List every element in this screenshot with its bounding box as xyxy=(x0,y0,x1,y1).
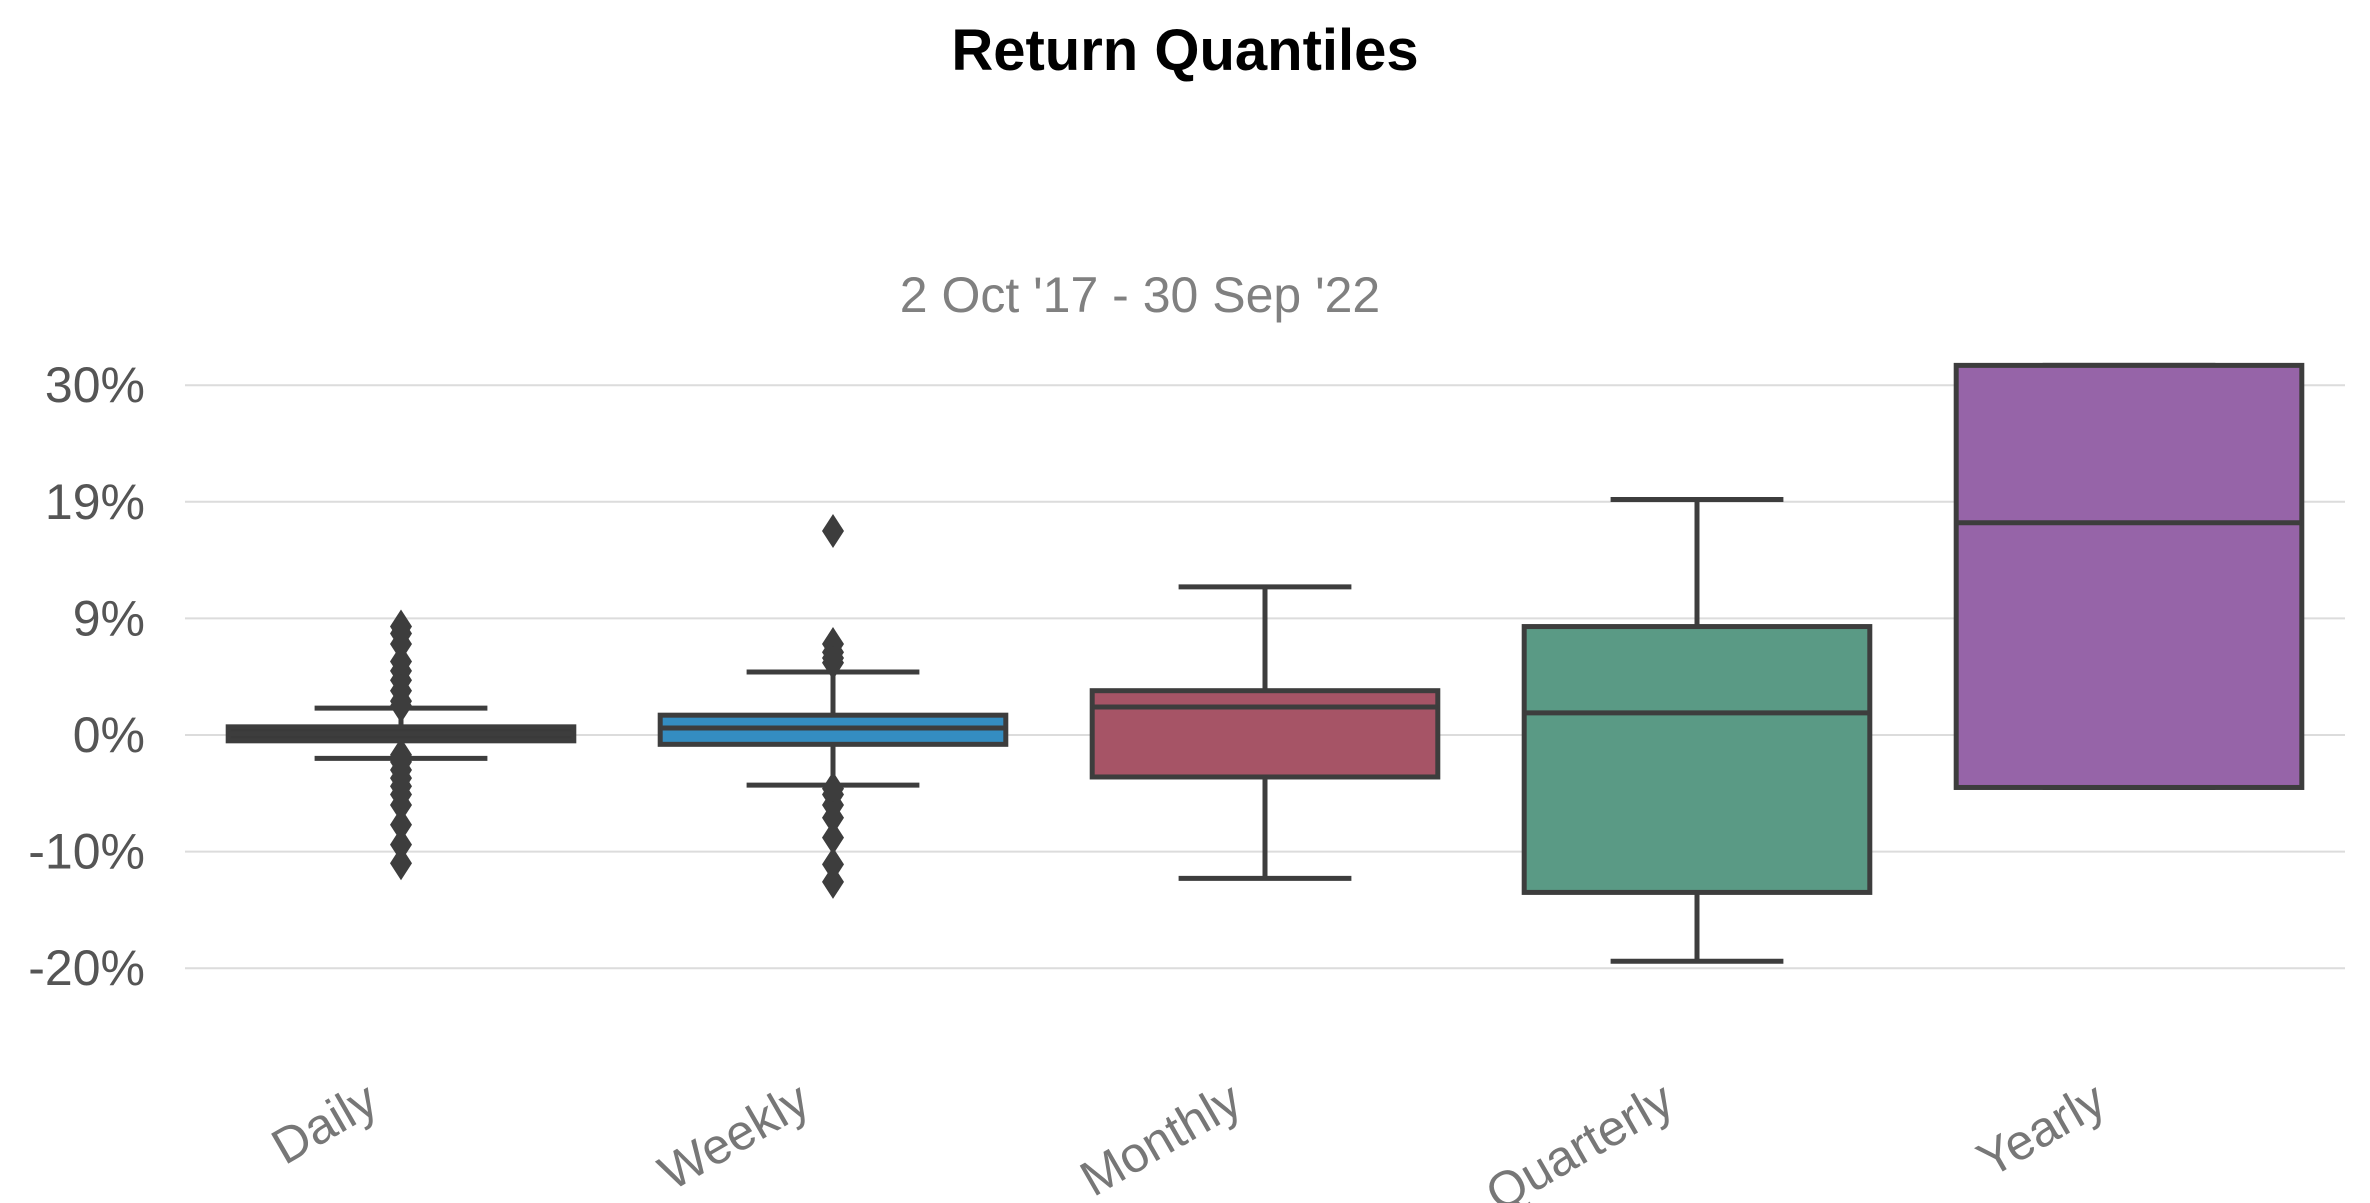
x-tick-label: Daily xyxy=(262,1071,386,1175)
y-tick-label: 0% xyxy=(73,707,145,763)
outlier-point xyxy=(390,827,412,862)
x-axis-ticks: Daily Weekly Monthly Quarterly Yearly xyxy=(262,1071,2114,1203)
box-yearly xyxy=(1953,362,2305,790)
outlier-point xyxy=(822,847,844,882)
outlier-point xyxy=(390,807,412,842)
y-tick-label: 19% xyxy=(45,474,145,530)
outlier-point xyxy=(822,800,844,835)
chart-subtitle: 2 Oct '17 - 30 Sep '22 xyxy=(900,267,1381,323)
iqr-box xyxy=(1953,362,2305,790)
x-tick-label: Yearly xyxy=(1968,1071,2115,1188)
box-weekly xyxy=(657,513,1009,899)
outlier-point xyxy=(822,645,844,680)
iqr-box xyxy=(1089,688,1441,780)
y-tick-label: 9% xyxy=(73,590,145,646)
outlier-point xyxy=(390,846,412,881)
x-tick-label: Quarterly xyxy=(1476,1071,1682,1203)
outlier-point xyxy=(822,864,844,899)
box-daily xyxy=(225,609,577,881)
box-quarterly xyxy=(1521,496,1873,964)
box-monthly xyxy=(1089,584,1441,881)
outlier-point xyxy=(390,627,412,662)
y-tick-label: -10% xyxy=(28,824,145,880)
x-tick-label: Monthly xyxy=(1071,1071,1251,1203)
outlier-point xyxy=(390,787,412,822)
box-plots xyxy=(225,362,2305,964)
outlier-point xyxy=(390,688,412,723)
outlier-point xyxy=(822,513,844,548)
chart-title: Return Quantiles xyxy=(951,18,1418,83)
outlier-point xyxy=(822,820,844,855)
y-tick-label: 30% xyxy=(45,357,145,413)
y-tick-label: -20% xyxy=(28,940,145,996)
x-tick-label: Weekly xyxy=(649,1071,818,1201)
y-axis-ticks: -20% -10% 0% 9% 19% 30% xyxy=(28,357,145,996)
iqr-box xyxy=(1521,624,1873,895)
